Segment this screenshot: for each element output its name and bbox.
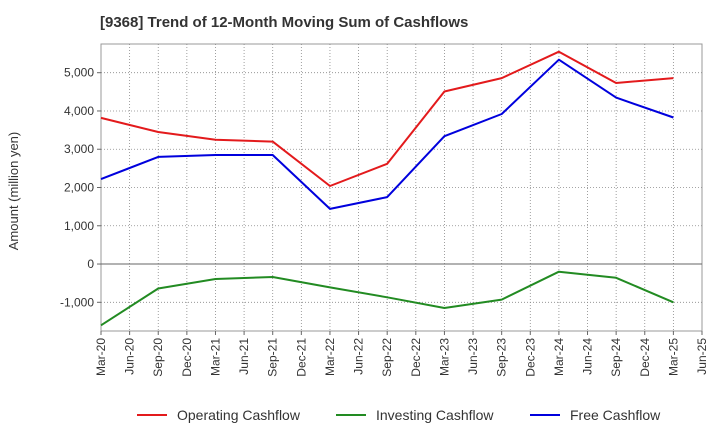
x-axis-ticks: Mar-20 Jun-20 Sep-20 Dec-20 Mar-21 Jun-21 Sep-… xyxy=(94,331,709,377)
y-axis-label: Amount (million yen) xyxy=(6,132,21,251)
x-tick-label: Jun-20 xyxy=(123,338,137,375)
series-line-free-cashflow xyxy=(100,58,674,210)
x-tick-label: Sep-20 xyxy=(151,338,165,377)
x-tick-label: Mar-20 xyxy=(94,338,108,376)
y-tick-label: 5,000 xyxy=(64,66,94,80)
y-tick-label: 2,000 xyxy=(64,181,94,195)
x-tick-label: Jun-23 xyxy=(466,338,480,375)
x-tick-label: Jun-21 xyxy=(237,338,251,375)
y-tick-label: 4,000 xyxy=(64,104,94,118)
y-tick-label: -1,000 xyxy=(60,295,94,309)
legend-label: Free Cashflow xyxy=(570,407,661,423)
grid xyxy=(100,43,703,332)
x-tick-label: Jun-24 xyxy=(581,338,595,375)
x-tick-label: Dec-22 xyxy=(409,338,423,377)
x-tick-label: Dec-20 xyxy=(180,338,194,377)
series-line-investing-cashflow xyxy=(100,270,674,327)
chart-title: [9368] Trend of 12-Month Moving Sum of C… xyxy=(100,14,469,31)
x-tick-label: Dec-24 xyxy=(638,338,652,377)
x-tick-label: Mar-22 xyxy=(323,338,337,376)
x-tick-label: Mar-25 xyxy=(666,338,680,376)
series-lines xyxy=(100,50,674,327)
y-tick-label: 1,000 xyxy=(64,219,94,233)
legend-label: Investing Cashflow xyxy=(376,407,494,423)
x-tick-label: Sep-21 xyxy=(266,338,280,377)
x-tick-label: Sep-22 xyxy=(380,338,394,377)
x-tick-label: Jun-25 xyxy=(695,338,709,375)
x-tick-label: Mar-24 xyxy=(552,338,566,376)
x-tick-label: Mar-23 xyxy=(437,338,451,376)
x-tick-label: Dec-21 xyxy=(294,338,308,377)
y-tick-label: 0 xyxy=(87,257,94,271)
y-tick-label: 3,000 xyxy=(64,142,94,156)
legend: Operating Cashflow Investing Cashflow Free… xyxy=(137,407,661,423)
series-line-operating-cashflow xyxy=(100,50,674,187)
legend-label: Operating Cashflow xyxy=(177,407,301,423)
x-tick-label: Mar-21 xyxy=(208,338,222,376)
x-tick-label: Dec-23 xyxy=(523,338,537,377)
x-tick-label: Sep-24 xyxy=(609,338,623,377)
x-tick-label: Jun-22 xyxy=(352,338,366,375)
y-axis-ticks: -1,000 0 1,000 2,000 3,000 4,000 5,000 xyxy=(60,66,101,309)
x-tick-label: Sep-23 xyxy=(495,338,509,377)
